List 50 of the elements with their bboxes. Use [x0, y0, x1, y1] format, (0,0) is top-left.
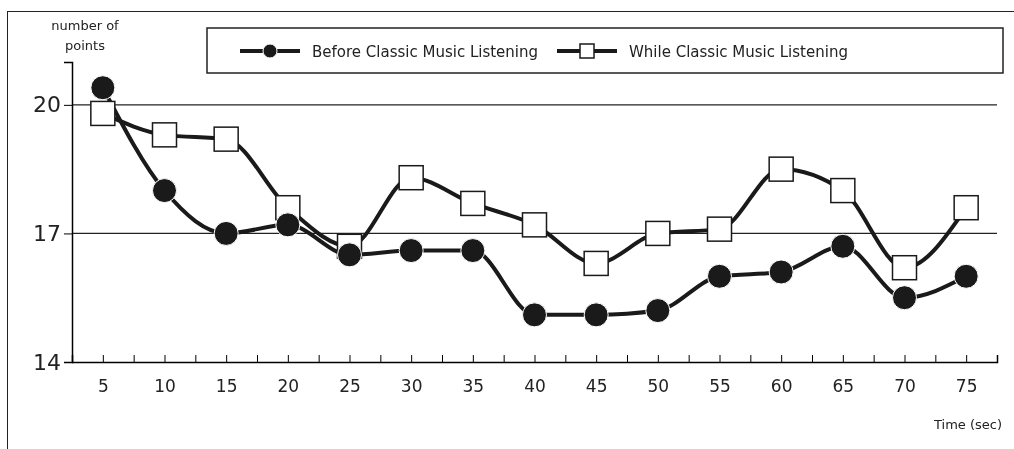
point	[460, 238, 486, 264]
point	[706, 216, 733, 242]
y-tick-label: 20	[33, 92, 61, 118]
x-tick-label: 10	[154, 376, 176, 397]
y-axis-title: number of points	[51, 18, 120, 53]
x-tick-label: 50	[647, 376, 670, 397]
point	[90, 75, 116, 101]
point	[398, 164, 424, 191]
point	[583, 302, 609, 328]
y-tick-label: 17	[33, 220, 61, 246]
point	[768, 156, 794, 182]
point	[645, 298, 671, 324]
x-tick-label: 65	[832, 376, 855, 397]
x-tick-label: 40	[524, 376, 546, 397]
x-tick-label: 20	[277, 376, 300, 397]
point	[583, 250, 609, 277]
point	[151, 122, 178, 148]
point	[275, 212, 301, 238]
point	[522, 302, 547, 328]
point	[398, 238, 424, 264]
legend-label: Before Classic Music Listening	[312, 43, 539, 61]
x-tick-label: 60	[770, 376, 793, 397]
point	[830, 233, 856, 259]
x-tick-label: 25	[339, 376, 361, 397]
point	[521, 212, 548, 238]
x-axis-title: Time (sec)	[932, 417, 1002, 432]
point	[213, 126, 239, 152]
x-tick-label: 55	[709, 376, 731, 397]
x-tick-label: 75	[955, 376, 978, 397]
legend-label: While Classic Music Listening	[629, 43, 848, 61]
point	[892, 285, 917, 311]
point	[152, 178, 177, 204]
point	[707, 263, 732, 289]
point	[768, 259, 794, 285]
point	[645, 220, 671, 247]
x-tick-label: 45	[585, 376, 608, 397]
point	[830, 177, 856, 204]
point	[213, 220, 239, 246]
y-tick-label: 14	[33, 349, 61, 375]
point	[891, 254, 918, 281]
x-tick-label: 15	[215, 376, 238, 397]
point	[460, 190, 486, 217]
point	[953, 194, 979, 221]
x-tick-label: 30	[400, 376, 423, 397]
point	[337, 242, 362, 268]
point	[953, 263, 979, 289]
x-tick-label: 5	[97, 376, 109, 397]
point	[90, 100, 116, 127]
x-tick-label: 35	[462, 376, 485, 397]
x-tick-label: 70	[894, 376, 916, 397]
